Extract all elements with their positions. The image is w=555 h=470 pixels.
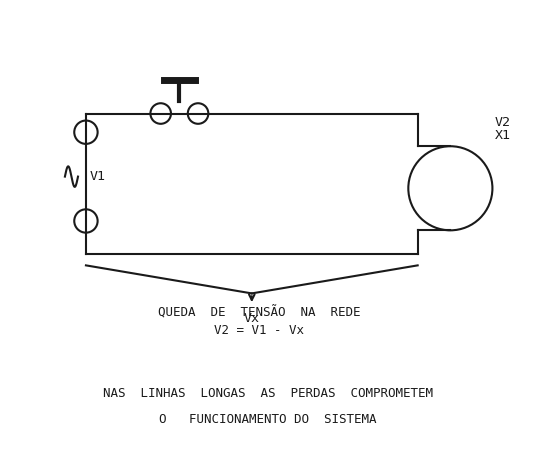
Text: Vx: Vx (244, 312, 260, 325)
Text: O   FUNCIONAMENTO DO  SISTEMA: O FUNCIONAMENTO DO SISTEMA (159, 413, 377, 426)
Text: QUEDA  DE  TENSÃO  NA  REDE: QUEDA DE TENSÃO NA REDE (158, 306, 360, 320)
Text: V1: V1 (90, 170, 105, 183)
Text: V2 = V1 - Vx: V2 = V1 - Vx (214, 324, 304, 337)
Text: NAS  LINHAS  LONGAS  AS  PERDAS  COMPROMETEM: NAS LINHAS LONGAS AS PERDAS COMPROMETEM (103, 387, 433, 400)
Text: V2
X1: V2 X1 (495, 116, 511, 141)
